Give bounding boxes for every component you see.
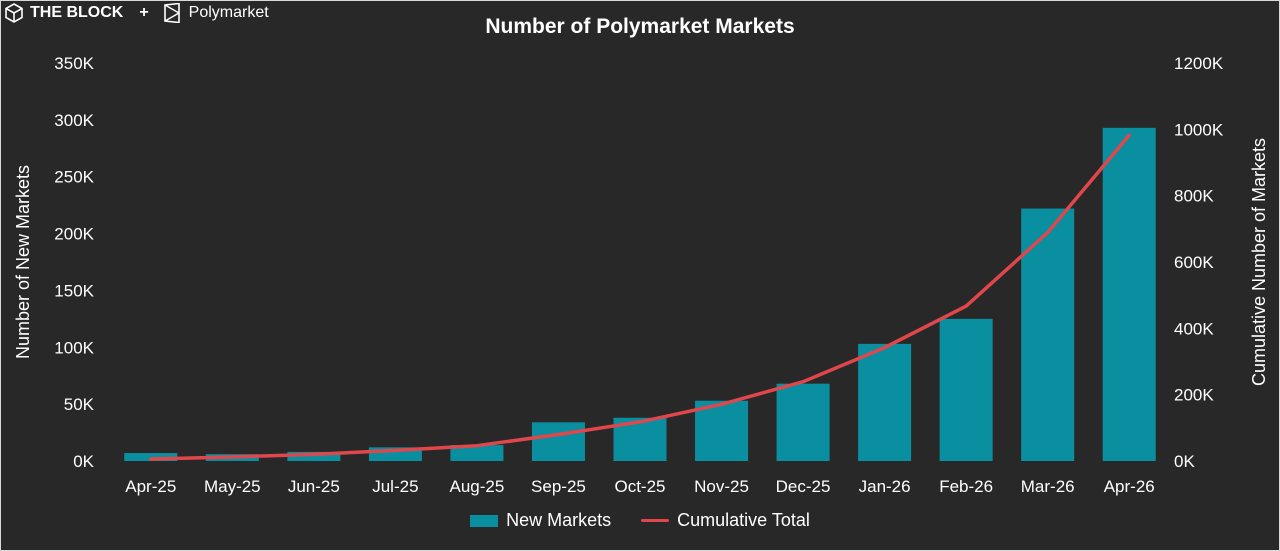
bar-dec-25 [776,383,830,461]
legend-swatch-bar [470,514,499,527]
x-tick-label: Oct-25 [614,477,665,496]
y2-tick-label: 800K [1174,187,1214,206]
bars-layer [124,127,1156,462]
right-axis-ticks: 0K 200K 400K 600K 800K 1000K 1200K [1174,54,1224,471]
bar-feb-26 [939,318,993,461]
bar-apr-25 [124,453,178,461]
legend-swatch-line [641,519,670,522]
brand-header: THE BLOCK + Polymarket [4,2,269,24]
x-tick-label: Dec-25 [776,477,831,496]
y2-tick-label: 200K [1174,386,1214,405]
bar-aug-25 [450,445,504,461]
y2-tick-label: 1200K [1174,54,1224,73]
left-axis-ticks: 0K 50K 100K 150K 200K 250K 300K 350K [54,54,94,471]
brand-separator: + [139,4,149,21]
y2-tick-label: 1000K [1174,120,1224,139]
y2-tick-label: 600K [1174,253,1214,272]
brand-primary: THE BLOCK [30,4,124,21]
x-tick-label: May-25 [204,477,261,496]
bar-jun-25 [287,451,341,461]
y-tick-label: 50K [64,395,95,414]
bar-jan-26 [858,343,912,461]
x-tick-label: Jan-26 [859,477,911,496]
x-tick-label: Aug-25 [450,477,505,496]
legend-label-cumulative-total: Cumulative Total [677,510,810,530]
y-tick-label: 0K [73,452,94,471]
x-tick-label: Feb-26 [939,477,993,496]
y-tick-label: 350K [54,54,94,73]
polymarket-logo-icon [163,3,183,23]
legend-label-new-markets: New Markets [506,510,612,530]
legend: New Markets Cumulative Total [0,510,1280,531]
y2-tick-label: 0K [1174,452,1195,471]
y-tick-label: 300K [54,111,94,130]
x-tick-label: Apr-25 [125,477,176,496]
line-layer [149,133,1131,461]
bar-mar-26 [1021,208,1075,461]
chart-title: Number of Polymarket Markets [485,15,795,38]
x-tick-label: Sep-25 [531,477,586,496]
y-tick-label: 250K [54,168,94,187]
legend-item-cumulative-total: Cumulative Total [641,510,810,531]
legend-item-new-markets: New Markets [470,510,611,531]
x-tick-label: Mar-26 [1021,477,1075,496]
x-tick-label: Nov-25 [694,477,749,496]
y2-axis-title: Cumulative Number of Markets [1249,138,1269,386]
y-tick-label: 150K [54,281,94,300]
x-tick-label: Jun-25 [288,477,340,496]
y2-tick-label: 400K [1174,319,1214,338]
y-tick-label: 200K [54,225,94,244]
x-axis-ticks: Apr-25 May-25 Jun-25 Jul-25 Aug-25 Sep-25 Oct-… [125,477,1154,496]
y-axis-title: Number of New Markets [13,165,33,359]
cumulative-total-line [149,133,1131,461]
bar-sep-25 [531,422,585,461]
x-tick-label: Apr-26 [1104,477,1155,496]
x-tick-label: Jul-25 [372,477,418,496]
cube-icon [4,3,24,23]
y-tick-label: 100K [54,338,94,357]
bar-apr-26 [1102,127,1156,462]
bar-nov-25 [695,400,749,461]
brand-partner: Polymarket [188,4,269,21]
